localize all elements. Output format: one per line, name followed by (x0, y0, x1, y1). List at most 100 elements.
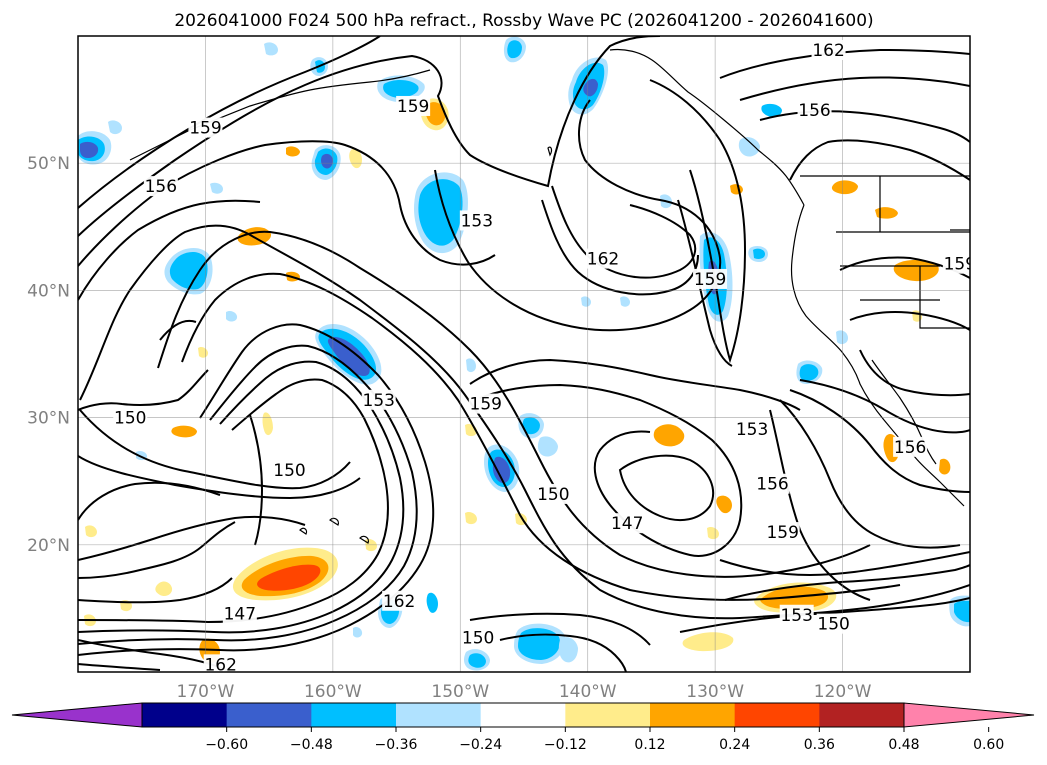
contour-label: 147 (610, 513, 645, 534)
contour-label-background (893, 436, 928, 457)
contour-label-text: 153 (363, 391, 395, 411)
anomaly-patch (707, 526, 719, 540)
anomaly-patch (581, 296, 591, 307)
contour-label-text: 150 (462, 629, 494, 649)
colorbar-segment (565, 703, 651, 727)
contour-label: 147 (222, 603, 257, 624)
contour-line (78, 36, 381, 209)
contour-line (469, 612, 651, 646)
contour-line (78, 378, 389, 624)
contour-line (79, 409, 351, 490)
colorbar-tick-label: −0.48 (290, 737, 333, 753)
latitude-tick-label: 40°N (27, 281, 70, 301)
contour-line (769, 409, 871, 601)
anomaly-patch (939, 458, 951, 475)
contour-line (181, 272, 901, 601)
contour-label: 156 (755, 473, 790, 495)
anomaly-patch (85, 525, 97, 538)
anomaly-patch (264, 42, 278, 56)
colorbar-segment (311, 703, 397, 727)
latitude-tick-label: 50°N (27, 154, 70, 174)
anomaly-patch (537, 436, 558, 457)
latitude-tick-label: 30°N (27, 409, 70, 429)
anomaly-patch (108, 120, 122, 135)
contour-label: 153 (735, 419, 770, 440)
anomaly-patch (426, 592, 438, 613)
colorbar-segment (480, 703, 566, 727)
contour-label: 162 (382, 590, 417, 612)
contour-line (78, 344, 418, 645)
contour-line (719, 551, 970, 577)
contour-label-text: 159 (470, 395, 502, 415)
contour-line (78, 577, 233, 604)
anomaly-patch (321, 153, 333, 169)
contour-line (78, 481, 221, 521)
contour-label: 153 (459, 210, 494, 231)
contour-label: 150 (536, 483, 571, 505)
north-america-coast (790, 204, 965, 507)
anomaly-patch (465, 511, 477, 525)
colorbar-segment (650, 703, 736, 727)
longitude-tick-label: 150°W (431, 682, 489, 702)
contour-label: 153 (779, 604, 814, 626)
contour-label: 156 (143, 176, 178, 197)
contour-label-background (361, 389, 396, 410)
contour-label-background (382, 590, 417, 611)
contour-label-text: 156 (756, 475, 788, 495)
contour-line (249, 414, 264, 546)
contour-label-text: 153 (461, 211, 493, 231)
contour-line (78, 515, 306, 561)
contour-label-background (188, 117, 223, 138)
contour-label: 162 (811, 39, 846, 61)
contour-line (677, 199, 733, 367)
contour-line (78, 455, 361, 500)
contour-label-text: 156 (145, 177, 177, 197)
colorbar-tick-label: −0.60 (205, 737, 248, 753)
contour-line (649, 79, 747, 364)
contour-label-text: 147 (611, 514, 643, 534)
contour-label-text: 153 (780, 606, 812, 626)
contour-label-background (811, 39, 846, 60)
contour-label: 150 (461, 627, 496, 649)
contour-label-text: 159 (694, 270, 726, 290)
contour-label: 162 (203, 654, 238, 672)
contour-line (78, 199, 261, 301)
contour-label-background (272, 459, 307, 480)
anomaly-patch (583, 78, 598, 97)
contour-label-background (765, 522, 800, 543)
anomaly-patch (558, 637, 578, 663)
alaska-coast (609, 48, 805, 206)
contour-label: 153 (361, 389, 396, 411)
contour-label-text: 159 (766, 523, 798, 543)
colorbar-segment (142, 703, 228, 727)
contour-label-background (113, 407, 148, 428)
contour-label-text: 156 (798, 101, 830, 121)
contour-label-background (693, 268, 728, 289)
contour-line (157, 230, 871, 578)
longitude-ticks: 170°W 160°W 150°W 140°W 130°W 120°W (177, 682, 872, 702)
anomaly-patch (171, 425, 197, 438)
contour-label-background (536, 483, 571, 504)
anomaly-patch (875, 207, 898, 219)
contour-label-background (610, 513, 645, 534)
colorbar-tick-label: 0.24 (719, 737, 750, 753)
colorbar-tick-label: 0.36 (804, 737, 835, 753)
contour-label-background (459, 210, 494, 231)
colorbar-extend-high (903, 702, 1035, 728)
contour-label-background (461, 627, 496, 648)
contour-label-text: 162 (812, 41, 844, 61)
anomaly-patch (831, 180, 858, 195)
contour-line (78, 323, 435, 656)
contour-label-text: 150 (817, 615, 849, 635)
contour-line (78, 663, 161, 671)
contour-line (78, 369, 209, 411)
lat-lon-grid (78, 36, 970, 672)
contour-label-text: 147 (224, 604, 256, 624)
contour-line (479, 383, 743, 557)
anomaly-patch (262, 412, 273, 436)
anomaly-patch (226, 310, 238, 322)
colorbar: −0.60 −0.48 −0.36 −0.24 −0.12 0.12 0.24 0.36 0.4… (11, 702, 1035, 753)
anomaly-patch (257, 564, 321, 591)
anomaly-patch (80, 141, 99, 158)
